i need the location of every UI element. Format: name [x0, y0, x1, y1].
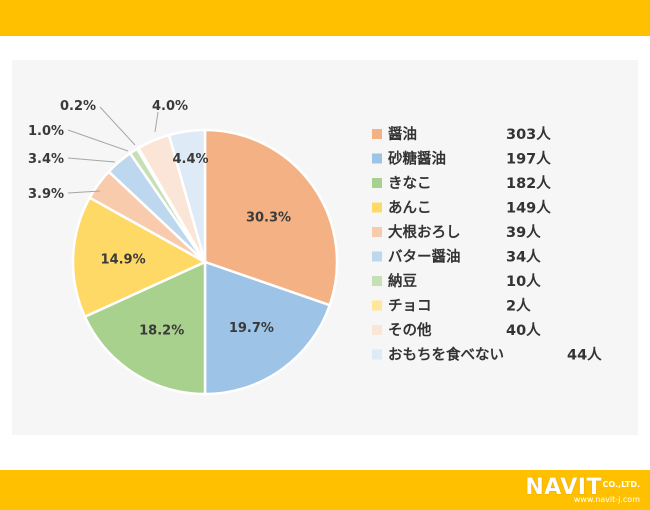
leader-line — [154, 111, 159, 133]
legend-swatch — [372, 325, 382, 335]
legend-label: 醤油 — [388, 125, 417, 143]
slice-percent-label: 4.0% — [152, 99, 188, 114]
legend-label: きなこ — [388, 175, 432, 192]
legend-label: その他 — [388, 321, 432, 339]
legend-label: バター醤油 — [388, 248, 461, 266]
legend-label: おもちを食べない — [388, 346, 504, 364]
logo-suffix: CO.,LTD. — [602, 480, 640, 489]
bottom-banner — [0, 470, 650, 510]
legend-label: チョコ — [388, 298, 432, 315]
legend-swatch — [372, 300, 382, 311]
legend-swatch — [372, 178, 382, 188]
slice-percent-label: 3.4% — [28, 152, 64, 167]
legend-count: 40人 — [506, 322, 541, 339]
legend-count: 197人 — [506, 151, 551, 168]
legend-swatch — [372, 153, 382, 164]
pie-slice — [83, 260, 207, 396]
company-url: www.navit-j.com — [573, 495, 640, 504]
legend-swatch — [372, 129, 382, 139]
slice-percent-label: 1.0% — [28, 124, 64, 139]
legend-label: 大根おろし — [388, 223, 461, 241]
slice-percent-label: 0.2% — [60, 99, 96, 114]
legend-count: 39人 — [506, 224, 541, 241]
slice-percent-label: 14.9% — [101, 253, 146, 268]
legend-swatch — [372, 349, 382, 360]
slice-percent-label: 19.7% — [229, 321, 274, 336]
leader-line — [67, 190, 101, 194]
pie-slice — [203, 128, 339, 307]
pie-slice — [203, 260, 332, 396]
slice-percent-label: 4.4% — [172, 152, 208, 167]
legend-count: 2人 — [506, 298, 531, 315]
legend-count: 182人 — [506, 175, 551, 192]
slice-percent-label: 30.3% — [246, 211, 291, 226]
legend-count: 149人 — [506, 200, 551, 217]
legend-label: 砂糖醤油 — [388, 150, 446, 168]
leader-line — [99, 106, 136, 146]
legend-count: 34人 — [506, 249, 541, 266]
leader-line — [67, 157, 116, 163]
legend-label: 納豆 — [388, 272, 417, 290]
legend-swatch — [372, 227, 382, 237]
slice-percent-label: 3.9% — [28, 187, 64, 202]
navit-logo: NAVIT — [525, 475, 602, 500]
legend-swatch — [372, 276, 382, 286]
pie-slice — [71, 195, 208, 319]
legend-swatch — [372, 202, 382, 213]
legend-count: 303人 — [506, 126, 551, 143]
top-banner — [0, 0, 650, 36]
pie-slice — [167, 128, 207, 263]
legend-label: あんこ — [388, 200, 432, 217]
legend-count: 10人 — [506, 273, 541, 290]
legend-swatch — [372, 251, 382, 262]
legend-count: 44人 — [567, 347, 602, 364]
leader-line — [67, 129, 129, 152]
slice-percent-label: 18.2% — [139, 323, 184, 338]
